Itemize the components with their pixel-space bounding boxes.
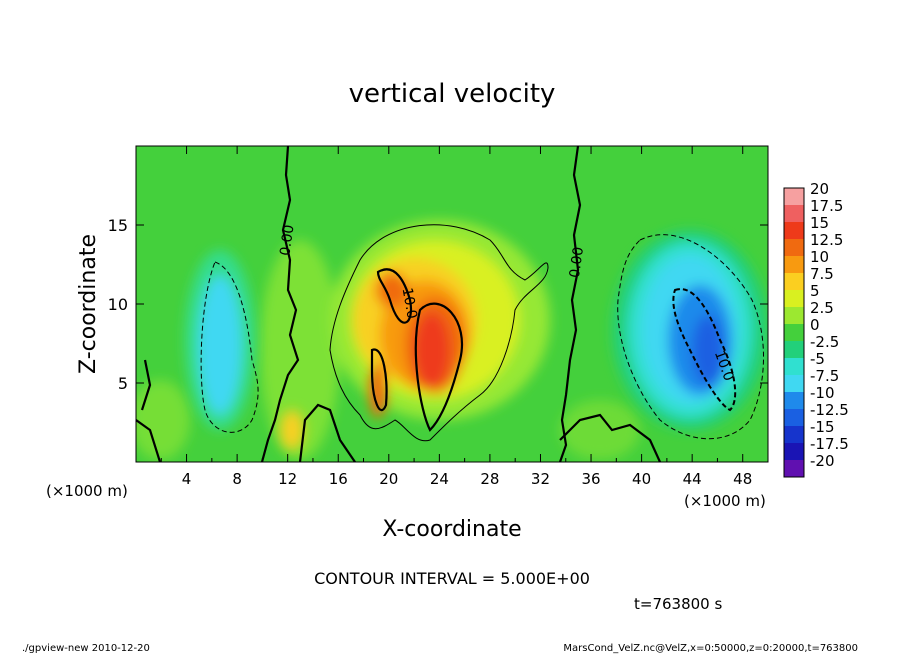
time-stamp: t=763800 s — [634, 595, 722, 613]
neg-five-contour-right — [617, 234, 764, 440]
footer-left: ./gpview-new 2010-12-20 — [22, 643, 150, 654]
colorbar-swatch — [784, 324, 804, 341]
colorbar-swatch — [784, 222, 804, 239]
zero-contour-bottom — [136, 359, 662, 462]
ten-contour — [370, 268, 463, 432]
downdraft-region — [185, 230, 768, 430]
y-tick-label: 5 — [118, 374, 128, 393]
x-unit-right: (×1000 m) — [684, 492, 766, 510]
x-tick-label: 28 — [480, 470, 499, 488]
x-tick-label: 24 — [430, 470, 449, 488]
colorbar-swatch — [784, 375, 804, 392]
colorbar-swatch — [784, 443, 804, 460]
x-tick-label: 4 — [182, 470, 192, 488]
colorbar-level-label: -10 — [810, 384, 835, 402]
chart-title: vertical velocity — [349, 79, 556, 109]
colorbar-swatch — [784, 409, 804, 426]
y-tick-label: 10 — [108, 295, 128, 314]
x-tick-label: 44 — [683, 470, 702, 488]
contour-interval: CONTOUR INTERVAL = 5.000E+00 — [314, 569, 590, 588]
colorbar-level-label: 7.5 — [810, 265, 834, 283]
colorbar-level-label: -12.5 — [810, 401, 849, 419]
five-contour — [329, 224, 549, 442]
x-axis-label: X-coordinate — [382, 517, 521, 542]
colorbar-level-label: -2.5 — [810, 333, 839, 351]
x-unit-left: (×1000 m) — [46, 482, 128, 500]
colorbar-level-label: -7.5 — [810, 367, 839, 385]
footer-right: MarsCond_VelZ.nc@VelZ,x=0:50000,z=0:2000… — [563, 643, 858, 654]
colorbar-swatch — [784, 341, 804, 358]
x-tick-label: 40 — [632, 470, 651, 488]
y-axis-label: Z-coordinate — [76, 234, 101, 374]
colorbar-swatch — [784, 273, 804, 290]
x-tick-label: 12 — [278, 470, 297, 488]
x-tick-label: 16 — [329, 470, 348, 488]
x-tick-label: 48 — [733, 470, 752, 488]
colorbar-level-label: -15 — [810, 418, 835, 436]
contour-label: 0.00 — [277, 224, 297, 257]
x-tick-label: 8 — [232, 470, 242, 488]
zero-contour-right — [558, 146, 582, 462]
colorbar-swatch — [784, 392, 804, 409]
y-axis-ticks: 5 10 15 — [108, 216, 768, 393]
colorbar-level-label: -17.5 — [810, 435, 849, 453]
colorbar-swatch — [784, 239, 804, 256]
contour-label: 0.00 — [567, 246, 587, 279]
x-tick-label: 36 — [581, 470, 600, 488]
neg-five-contour-left — [200, 261, 259, 433]
colorbar-swatch — [784, 460, 804, 477]
x-tick-label: 20 — [379, 470, 398, 488]
colorbar-level-label: 0 — [810, 316, 820, 334]
colorbar-level-label: 20 — [810, 180, 829, 198]
zero-contour-left — [260, 146, 300, 462]
colorbar-level-label: 12.5 — [810, 231, 843, 249]
colorbar-level-label: 2.5 — [810, 299, 834, 317]
colorbar-frame — [783, 187, 805, 478]
colorbar-swatch — [784, 307, 804, 324]
colorbar-level-label: -20 — [810, 452, 835, 470]
colorbar-swatch — [784, 426, 804, 443]
contour-lines — [136, 146, 764, 462]
colorbar-swatch — [784, 256, 804, 273]
colorbar-swatch — [784, 290, 804, 307]
colorbar-swatch — [784, 205, 804, 222]
colorbar-level-label: 5 — [810, 282, 820, 300]
colorbar-swatch — [784, 188, 804, 205]
y-tick-label: 15 — [108, 216, 128, 235]
neg-ten-contour-right — [672, 288, 737, 412]
contour-label: 10.0 — [399, 287, 420, 320]
colorbar-level-label: -5 — [810, 350, 825, 368]
colorbar-swatch — [784, 358, 804, 375]
colorbar-level-label: 17.5 — [810, 197, 843, 215]
colorbar-level-label: 10 — [810, 248, 829, 266]
colorbar-level-label: 15 — [810, 214, 829, 232]
x-tick-label: 32 — [531, 470, 550, 488]
x-axis-ticks: 4 8 12 16 20 24 28 32 36 40 44 48 — [160, 146, 752, 488]
colorbar: 2017.51512.5107.552.50-2.5-5-7.5-10-12.5… — [783, 180, 849, 478]
